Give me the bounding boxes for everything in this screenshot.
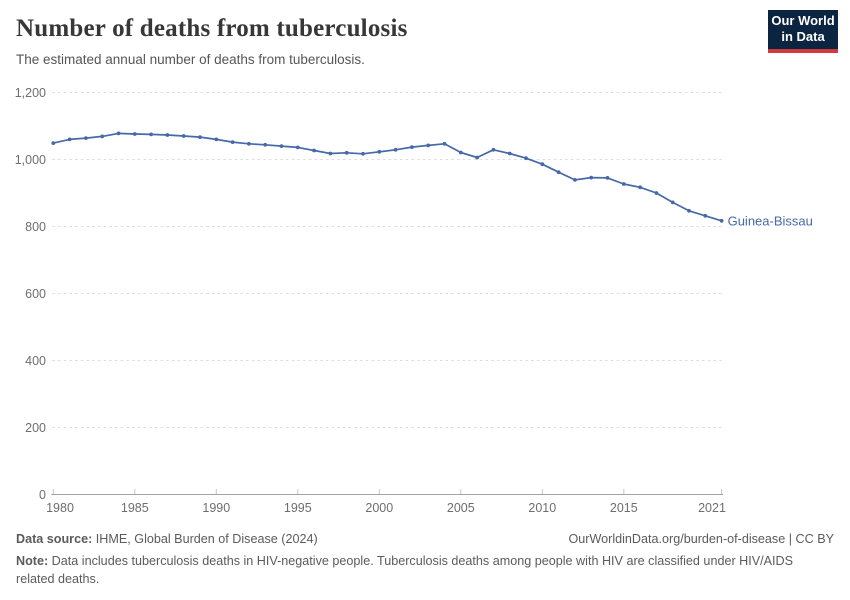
data-point-1996[interactable] [312,148,316,153]
data-point-2014[interactable] [605,176,610,180]
data-point-2006[interactable] [475,155,479,160]
y-tick-label-0: 0 [39,488,46,502]
data-point-1994[interactable] [279,144,284,149]
x-tick-label-2010: 2010 [528,501,556,515]
chart-header: Number of deaths from tuberculosis The e… [16,16,408,68]
data-point-2012[interactable] [573,178,577,182]
data-point-2007[interactable] [491,147,496,152]
data-point-2004[interactable] [442,141,447,146]
data-point-2011[interactable] [556,170,561,175]
data-point-1987[interactable] [165,133,170,137]
series-Guinea-Bissau[interactable]: Guinea-Bissau [51,131,813,229]
x-tick-label-1995: 1995 [284,501,312,515]
data-point-2018[interactable] [670,200,675,205]
x-tick-label-1985: 1985 [121,501,149,515]
x-tick-label-2005: 2005 [447,501,475,515]
data-point-2009[interactable] [524,156,528,161]
data-source-label: Data source: [16,532,93,546]
y-tick-label-600: 600 [25,287,46,301]
data-point-1997[interactable] [328,151,333,156]
data-point-1999[interactable] [361,151,365,156]
data-point-2008[interactable] [507,151,512,156]
chart-subtitle: The estimated annual number of deaths fr… [16,52,365,67]
x-tick-label-1980: 1980 [46,501,74,515]
data-point-1988[interactable] [181,134,186,138]
owid-logo: Our World in Data [768,10,838,53]
data-point-2015[interactable] [621,182,626,186]
data-point-1980[interactable] [51,141,56,146]
series-end-label[interactable]: Guinea-Bissau [728,213,813,228]
data-source-value: IHME, Global Burden of Disease (2024) [92,532,318,546]
y-tick-label-1,200: 1,200 [15,86,46,100]
y-tick-label-1,000: 1,000 [15,153,46,167]
x-tick-label-2000: 2000 [365,501,393,515]
data-point-1983[interactable] [100,134,105,139]
data-point-1992[interactable] [247,141,251,146]
data-point-2013[interactable] [589,175,594,180]
data-source-text: Data source: IHME, Global Burden of Dise… [16,531,318,548]
data-point-2017[interactable] [654,191,659,195]
y-tick-label-200: 200 [25,421,46,435]
data-point-1982[interactable] [84,136,88,141]
chart-note: Note: Data includes tuberculosis deaths … [16,553,834,588]
x-tick-label-1990: 1990 [202,501,230,515]
y-tick-label-800: 800 [25,220,46,234]
data-point-1984[interactable] [116,131,121,136]
data-point-1989[interactable] [198,135,202,140]
data-point-1981[interactable] [67,137,72,142]
data-point-1985[interactable] [132,132,137,136]
data-point-2000[interactable] [377,149,382,154]
chart-note-value: Data includes tuberculosis deaths in HIV… [16,554,794,586]
owid-logo-line1: Our World [771,13,835,28]
data-point-2010[interactable] [540,162,545,167]
data-point-1990[interactable] [214,137,219,142]
chart-title: Number of deaths from tuberculosis [16,15,408,42]
x-tick-label-2021: 2021 [698,501,726,515]
data-point-1998[interactable] [344,150,349,155]
footer-link[interactable]: OurWorldinData.org/burden-of-disease | C… [568,532,834,546]
data-point-2003[interactable] [426,143,431,148]
data-point-1993[interactable] [263,142,268,147]
data-point-2020[interactable] [703,213,708,218]
data-point-2005[interactable] [458,150,463,155]
series-line[interactable] [52,132,723,222]
data-point-2001[interactable] [393,147,398,152]
chart-footer: Data source: IHME, Global Burden of Dise… [16,531,834,588]
data-point-2021[interactable] [719,218,724,223]
y-tick-label-400: 400 [25,354,46,368]
data-point-2019[interactable] [687,208,691,213]
chart-note-label: Note: [16,554,49,569]
data-point-2016[interactable] [638,185,642,190]
data-point-2002[interactable] [410,145,414,150]
data-point-1995[interactable] [295,145,300,150]
owid-logo-line2: in Data [781,29,825,44]
data-point-1986[interactable] [149,132,154,137]
data-point-1991[interactable] [230,140,235,145]
x-tick-label-2015: 2015 [610,501,638,515]
